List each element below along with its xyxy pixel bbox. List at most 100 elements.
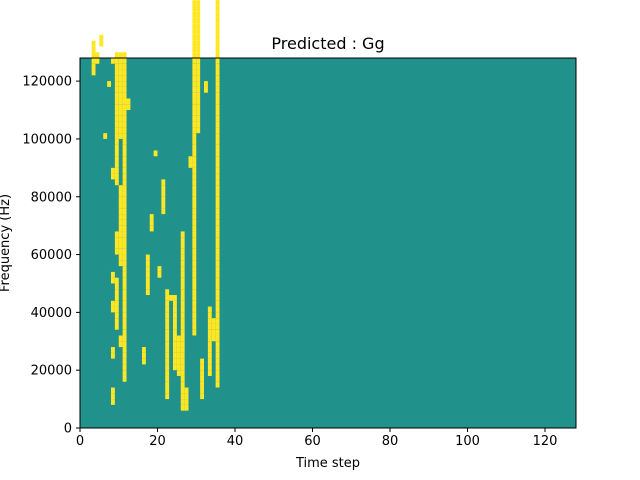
heatmap-cell-high xyxy=(165,387,170,394)
heatmap-cell-high xyxy=(173,300,177,307)
heatmap-cell-high xyxy=(165,370,170,376)
heatmap-cell-high xyxy=(118,52,123,58)
heatmap-cell-high xyxy=(118,341,123,348)
heatmap-cell-high xyxy=(215,52,220,58)
heatmap-cell-high xyxy=(180,271,185,278)
heatmap-cell-high xyxy=(192,34,197,41)
heatmap-cell-high xyxy=(215,364,220,371)
heatmap-cell-high xyxy=(192,173,197,180)
heatmap-cell-high xyxy=(215,167,220,174)
heatmap-cell-high xyxy=(114,150,119,157)
heatmap-cell-high xyxy=(111,58,115,64)
heatmap-cell-high xyxy=(215,0,220,6)
heatmap-cell-high xyxy=(215,179,220,186)
heatmap-cell-high xyxy=(207,329,212,336)
heatmap-cell-high xyxy=(192,69,197,76)
heatmap-cell-high xyxy=(114,237,119,243)
heatmap-cell-high xyxy=(111,352,115,359)
heatmap-cell-high xyxy=(122,63,127,70)
heatmap-cell-high xyxy=(200,358,205,365)
heatmap-cell-high xyxy=(122,173,127,180)
heatmap-cell-high xyxy=(176,335,181,342)
heatmap-cell-high xyxy=(165,393,170,400)
heatmap-cell-high xyxy=(192,133,197,139)
heatmap-cell-high xyxy=(118,225,123,232)
heatmap-cell-high xyxy=(118,208,123,215)
heatmap-cell-high xyxy=(180,231,185,238)
heatmap-cell-high xyxy=(145,266,150,272)
heatmap-cell-high xyxy=(196,75,201,82)
heatmap-cell-high xyxy=(196,11,201,18)
heatmap-cell-high xyxy=(192,318,197,324)
heatmap-cell-high xyxy=(114,133,119,139)
heatmap-cell-high xyxy=(200,393,205,400)
heatmap-cell-high xyxy=(118,110,123,116)
heatmap-cell-high xyxy=(122,248,127,255)
heatmap-cell-high xyxy=(122,127,127,134)
heatmap-cell-high xyxy=(196,46,201,53)
heatmap-cell-high xyxy=(215,358,220,365)
heatmap-cell-high xyxy=(118,127,123,134)
heatmap-cell-high xyxy=(215,254,220,261)
heatmap-cell-high xyxy=(114,52,119,58)
heatmap-cell-high xyxy=(114,277,119,284)
heatmap-cell-high xyxy=(176,341,181,348)
heatmap-cell-high xyxy=(122,167,127,174)
heatmap-cell-high xyxy=(118,75,123,82)
heatmap-cell-high xyxy=(118,81,123,87)
y-tick-label: 40000 xyxy=(31,306,72,321)
heatmap-cell-high xyxy=(180,399,185,405)
heatmap-cell-high xyxy=(165,352,170,359)
heatmap-cell-high xyxy=(126,104,131,111)
heatmap-cell-high xyxy=(173,364,177,371)
heatmap-cell-high xyxy=(180,364,185,371)
heatmap-cell-high xyxy=(180,260,185,267)
heatmap-cell-high xyxy=(95,58,100,64)
heatmap-cell-high xyxy=(192,243,197,249)
heatmap-cell-high xyxy=(200,370,205,376)
heatmap-cell-high xyxy=(211,323,216,330)
heatmap-cell-high xyxy=(122,352,127,359)
heatmap-cells xyxy=(91,0,220,411)
heatmap-cell-high xyxy=(122,254,127,261)
y-axis: 0 20000 40000 60000 80000 100000 120000 xyxy=(22,75,80,437)
heatmap-cell-high xyxy=(122,225,127,232)
heatmap-cell-high xyxy=(215,115,220,122)
heatmap-cell-high xyxy=(215,214,220,220)
heatmap-cell-high xyxy=(145,283,150,290)
heatmap-cell-high xyxy=(142,347,146,353)
y-tick-label: 60000 xyxy=(31,248,72,263)
heatmap-cell-high xyxy=(145,277,150,284)
heatmap-cell-high xyxy=(149,225,154,232)
heatmap-cell-high xyxy=(180,358,185,365)
heatmap-cell-high xyxy=(165,300,170,307)
heatmap-cell-high xyxy=(173,306,177,313)
heatmap-cell-high xyxy=(196,40,201,47)
heatmap-cell-high xyxy=(91,46,96,53)
heatmap-cell-high xyxy=(215,75,220,82)
heatmap-cell-high xyxy=(215,381,220,388)
heatmap-cell-high xyxy=(122,179,127,186)
heatmap-cell-high xyxy=(118,260,123,267)
heatmap-cell-high xyxy=(192,289,197,296)
heatmap-cell-high xyxy=(111,306,115,313)
heatmap-cell-high xyxy=(192,179,197,186)
heatmap-cell-high xyxy=(114,248,119,255)
heatmap-cell-high xyxy=(122,318,127,324)
heatmap-cell-high xyxy=(122,162,127,168)
heatmap-cell-high xyxy=(165,318,170,324)
heatmap-cell-high xyxy=(118,335,123,342)
heatmap-cell-high xyxy=(165,329,170,336)
heatmap-cell-high xyxy=(215,40,220,47)
chart-title: Predicted : Gg xyxy=(271,34,384,53)
heatmap-cell-high xyxy=(114,179,119,186)
heatmap-cell-high xyxy=(196,0,201,6)
heatmap-cell-high xyxy=(180,335,185,342)
heatmap-cell-high xyxy=(122,110,127,116)
heatmap-cell-high xyxy=(180,266,185,272)
heatmap-cell-high xyxy=(118,69,123,76)
heatmap-cell-high xyxy=(215,110,220,116)
heatmap-cell-high xyxy=(200,381,205,388)
heatmap-cell-high xyxy=(161,190,166,197)
heatmap-cell-high xyxy=(165,323,170,330)
